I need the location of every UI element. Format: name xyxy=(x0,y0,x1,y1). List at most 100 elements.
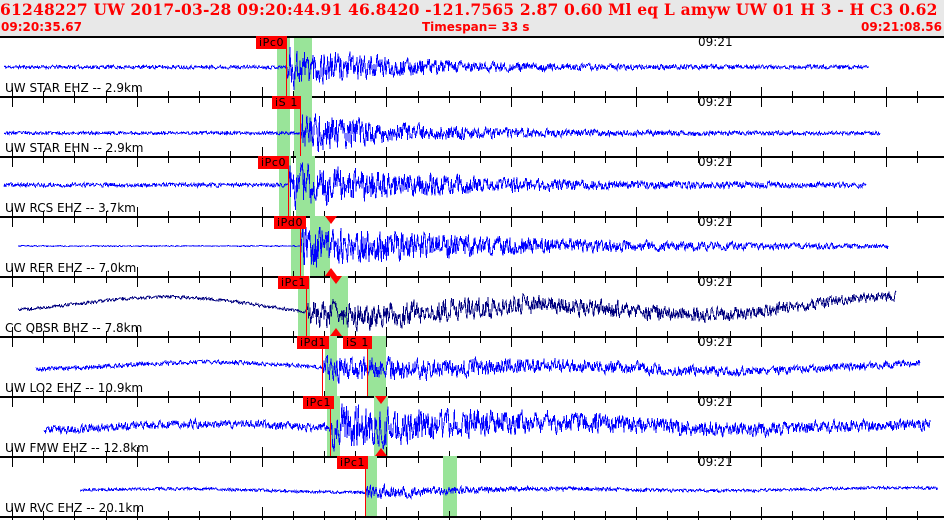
axis-minor-tick xyxy=(667,271,668,276)
axis-major-tick xyxy=(511,267,512,276)
trace-panel[interactable]: iPc0 09:21 UW STAR EHZ -- 2.9km xyxy=(0,36,944,96)
channel-label[interactable]: UW RER EHZ -- 7.0km xyxy=(5,261,137,275)
axis-minor-tick xyxy=(698,218,699,223)
coda-marker-icon[interactable] xyxy=(375,448,387,456)
axis-minor-tick xyxy=(355,218,356,223)
axis-minor-tick xyxy=(823,451,824,456)
axis-minor-tick xyxy=(854,398,855,403)
axis-minor-tick xyxy=(480,398,481,403)
phase-pick-line[interactable] xyxy=(306,276,307,336)
axis-major-tick xyxy=(12,327,13,336)
channel-label[interactable]: UW STAR EHN -- 2.9km xyxy=(5,141,144,155)
axis-major-tick xyxy=(12,278,13,287)
axis-major-tick xyxy=(511,207,512,216)
phase-pick-line[interactable] xyxy=(322,336,323,396)
axis-minor-tick xyxy=(542,278,543,283)
axis-minor-tick xyxy=(917,278,918,283)
axis-major-tick xyxy=(511,518,512,520)
axis-minor-tick xyxy=(168,458,169,463)
channel-label[interactable]: UW FMW EHZ -- 12.8km xyxy=(5,441,149,455)
phase-pick-line[interactable] xyxy=(300,216,301,276)
axis-minor-tick xyxy=(823,518,824,520)
axis-minor-tick xyxy=(480,278,481,283)
axis-minor-tick xyxy=(823,398,824,403)
axis-minor-tick xyxy=(854,331,855,336)
channel-label[interactable]: UW STAR EHZ -- 2.9km xyxy=(5,81,143,95)
axis-minor-tick xyxy=(854,271,855,276)
phase-pick-label[interactable]: iS 1 xyxy=(272,96,301,109)
axis-minor-tick xyxy=(106,211,107,216)
timespan-label: Timespan= 33 s xyxy=(422,20,530,34)
channel-label[interactable]: UW RCS EHZ -- 3.7km xyxy=(5,201,136,215)
phase-pick-line[interactable] xyxy=(288,156,289,216)
axis-minor-tick xyxy=(230,211,231,216)
axis-minor-tick xyxy=(43,518,44,520)
phase-pick-label[interactable]: iPc1 xyxy=(337,456,369,469)
axis-major-tick xyxy=(636,507,637,516)
axis-minor-tick xyxy=(168,331,169,336)
phase-pick-label[interactable]: iPc1 xyxy=(278,276,310,289)
axis-minor-tick xyxy=(574,151,575,156)
axis-minor-tick xyxy=(667,98,668,103)
coda-marker-icon[interactable] xyxy=(325,268,337,276)
axis-minor-tick xyxy=(106,458,107,463)
axis-minor-tick xyxy=(418,271,419,276)
axis-major-tick xyxy=(886,87,887,96)
channel-label[interactable]: UW RVC EHZ -- 20.1km xyxy=(5,501,145,515)
trace-panel[interactable]: iPc1 09:21 UW RVC EHZ -- 20.1km xyxy=(0,456,944,516)
channel-label[interactable]: CC QBSR BHZ -- 7.8km xyxy=(5,321,143,335)
axis-minor-tick xyxy=(698,391,699,396)
axis-minor-tick xyxy=(43,91,44,96)
axis-minor-tick xyxy=(854,511,855,516)
phase-pick-line[interactable] xyxy=(286,36,287,96)
axis-minor-tick xyxy=(698,278,699,283)
phase-pick-line[interactable] xyxy=(367,336,368,396)
trace-panel[interactable]: iPd0 09:21 UW RER EHZ -- 7.0km xyxy=(0,216,944,276)
trace-panel[interactable]: iPc1 09:21 CC QBSR BHZ -- 7.8km xyxy=(0,276,944,336)
axis-minor-tick xyxy=(667,518,668,520)
phase-pick-label[interactable]: iS 1 xyxy=(343,336,372,349)
axis-minor-tick xyxy=(293,338,294,343)
axis-minor-tick xyxy=(230,451,231,456)
coda-marker-icon[interactable] xyxy=(330,328,342,336)
axis-major-tick xyxy=(137,207,138,216)
trace-panel[interactable]: iPd1 iS 1 09:21 UW LO2 EHZ -- 10.9km xyxy=(0,336,944,396)
phase-pick-label[interactable]: iPd1 xyxy=(297,336,330,349)
axis-minor-tick xyxy=(605,338,606,343)
phase-pick-label[interactable]: iPc1 xyxy=(303,396,335,409)
axis-minor-tick xyxy=(667,458,668,463)
trace-panel[interactable]: iPc0 09:21 UW RCS EHZ -- 3.7km xyxy=(0,156,944,216)
axis-major-tick xyxy=(386,267,387,276)
trace-panel[interactable]: iPc1 09:21 UW FMW EHZ -- 12.8km xyxy=(0,396,944,456)
axis-minor-tick xyxy=(418,91,419,96)
coda-marker-icon[interactable] xyxy=(375,396,387,404)
axis-minor-tick xyxy=(74,451,75,456)
trace-stack[interactable]: iPc0 09:21 UW STAR EHZ -- 2.9km iS 1 09:21 UW… xyxy=(0,36,944,520)
coda-marker-icon[interactable] xyxy=(325,216,337,224)
event-header: 61248227 UW 2017-03-28 09:20:44.91 46.84… xyxy=(0,0,944,36)
axis-minor-tick xyxy=(106,331,107,336)
phase-pick-label[interactable]: iPc0 xyxy=(258,156,290,169)
axis-minor-tick xyxy=(917,511,918,516)
phase-pick-line[interactable] xyxy=(300,96,301,156)
axis-minor-tick xyxy=(730,398,731,403)
phase-pick-line[interactable] xyxy=(330,396,331,456)
axis-minor-tick xyxy=(542,98,543,103)
phase-pick-label[interactable]: iPd0 xyxy=(274,216,307,229)
axis-minor-tick xyxy=(792,398,793,403)
channel-label[interactable]: UW LO2 EHZ -- 10.9km xyxy=(5,381,144,395)
trace-panel[interactable]: iS 1 09:21 UW STAR EHN -- 2.9km xyxy=(0,96,944,156)
phase-pick-line[interactable] xyxy=(365,456,366,516)
axis-minor-tick xyxy=(667,398,668,403)
axis-major-tick xyxy=(636,447,637,456)
axis-minor-tick xyxy=(792,151,793,156)
axis-minor-tick xyxy=(43,278,44,283)
axis-major-tick xyxy=(511,338,512,347)
axis-minor-tick xyxy=(823,331,824,336)
coda-marker-icon[interactable] xyxy=(330,276,342,284)
phase-pick-label[interactable]: iPc0 xyxy=(256,36,288,49)
axis-minor-tick xyxy=(854,451,855,456)
axis-major-tick xyxy=(761,338,762,347)
axis-minor-tick xyxy=(823,278,824,283)
axis-major-tick xyxy=(12,267,13,276)
